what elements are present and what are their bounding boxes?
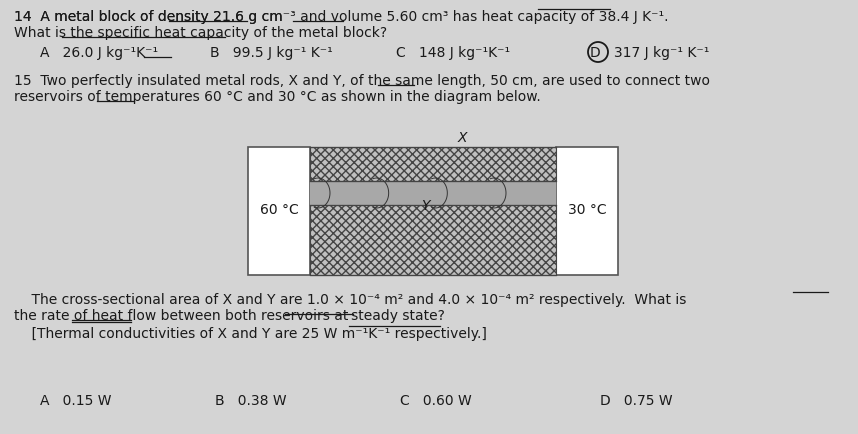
Bar <box>248 148 310 275</box>
Text: A   0.15 W: A 0.15 W <box>40 393 112 407</box>
Text: B   0.38 W: B 0.38 W <box>215 393 287 407</box>
Text: reservoirs of temperatures 60 °C and 30 °C as shown in the diagram below.: reservoirs of temperatures 60 °C and 30 … <box>14 90 541 104</box>
Text: C   0.60 W: C 0.60 W <box>400 393 472 407</box>
Text: B   99.5 J kg⁻¹ K⁻¹: B 99.5 J kg⁻¹ K⁻¹ <box>210 46 333 60</box>
Text: 14  A metal block of density 21.6 g cm⁻³ and volume 5.60 cm³ has heat capacity o: 14 A metal block of density 21.6 g cm⁻³ … <box>14 10 668 24</box>
Text: A   26.0 J kg⁻¹K⁻¹: A 26.0 J kg⁻¹K⁻¹ <box>40 46 158 60</box>
Text: The cross-sectional area of X and Y are 1.0 × 10⁻⁴ m² and 4.0 × 10⁻⁴ m² respecti: The cross-sectional area of X and Y are … <box>14 293 686 306</box>
Text: 15  Two perfectly insulated metal rods, X and Y, of the same length, 50 cm, are : 15 Two perfectly insulated metal rods, X… <box>14 74 710 88</box>
Bar <box>556 148 618 275</box>
Text: 60 °C: 60 °C <box>260 203 299 217</box>
Bar <box>310 206 556 275</box>
Bar <box>310 148 556 181</box>
Text: [Thermal conductivities of X and Y are 25 W m⁻¹K⁻¹ respectively.]: [Thermal conductivities of X and Y are 2… <box>14 326 486 340</box>
Text: Y: Y <box>421 198 430 213</box>
Text: D   317 J kg⁻¹ K⁻¹: D 317 J kg⁻¹ K⁻¹ <box>590 46 710 60</box>
Text: C   148 J kg⁻¹K⁻¹: C 148 J kg⁻¹K⁻¹ <box>396 46 511 60</box>
Text: 14  A metal block of density 21.6 g cm: 14 A metal block of density 21.6 g cm <box>14 10 283 24</box>
Text: the rate of heat flow between both reservoirs at steady state?: the rate of heat flow between both reser… <box>14 308 445 322</box>
Text: 30 °C: 30 °C <box>568 203 607 217</box>
Text: What is the specific heat capacity of the metal block?: What is the specific heat capacity of th… <box>14 26 387 40</box>
Bar <box>310 181 556 206</box>
Text: X: X <box>458 131 468 145</box>
Text: D   0.75 W: D 0.75 W <box>600 393 673 407</box>
